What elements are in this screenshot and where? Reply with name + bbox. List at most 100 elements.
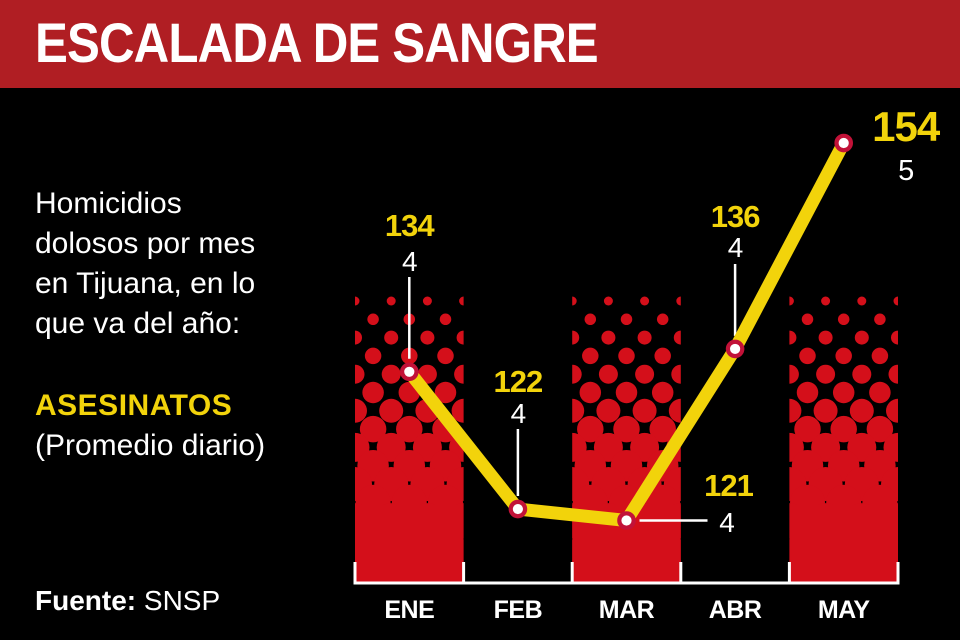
value-label-ENE: 134 (385, 208, 435, 243)
halftone-dot (635, 364, 655, 384)
halftone-dot (796, 381, 819, 404)
halftone-dot (871, 347, 889, 365)
bar-solid-base (789, 505, 898, 583)
value-label-MAY: 154 (872, 103, 941, 150)
halftone-dot (818, 330, 833, 345)
halftone-dot (813, 398, 838, 423)
intro-line-1: Homicidios (35, 187, 182, 220)
halftone-dot (816, 364, 836, 384)
halftone-dot (572, 330, 580, 345)
halftone-dot (671, 364, 681, 384)
header-banner: ESCALADA DE SANGRE (0, 0, 960, 88)
halftone-dot (613, 415, 640, 443)
halftone-dot (893, 296, 899, 306)
halftone-dot (601, 330, 616, 345)
halftone-dot (615, 381, 638, 404)
halftone-dot (603, 296, 613, 306)
halftone-dot (364, 347, 382, 365)
halftone-dot (454, 364, 464, 384)
halftone-dot (572, 364, 582, 384)
halftone-dot (577, 415, 604, 443)
halftone-dot (849, 398, 874, 423)
page-title: ESCALADA DE SANGRE (35, 11, 599, 74)
halftone-dot (854, 330, 869, 345)
avg-label-ENE: 4 (402, 246, 417, 277)
halftone-dot (437, 347, 454, 365)
asesinatos-block: ASESINATOS (Promedio diario) (35, 386, 265, 466)
halftone-dot (789, 398, 802, 423)
data-point-MAY (834, 133, 853, 153)
data-point-MAR (617, 511, 636, 530)
source-note: Fuente: SNSP (35, 583, 220, 619)
month-label-ABR: ABR (709, 596, 762, 624)
halftone-dot (888, 364, 899, 384)
halftone-dot (362, 381, 384, 404)
data-point-ENE (399, 362, 419, 382)
halftone-dot (794, 415, 821, 443)
halftone-dot (379, 398, 404, 423)
halftone-dot (459, 296, 464, 306)
data-point-FEB (508, 499, 528, 519)
halftone-dot (835, 347, 852, 365)
source-value: SNSP (143, 585, 221, 616)
halftone-dot (640, 296, 650, 306)
halftone-dot (355, 364, 365, 384)
halftone-dot (789, 364, 799, 384)
halftone-dot (367, 313, 379, 326)
halftone-dot (637, 330, 652, 345)
value-label-FEB: 122 (494, 364, 543, 399)
halftone-dot (579, 381, 602, 404)
halftone-dot (676, 296, 681, 306)
halftone-dot (789, 296, 794, 306)
halftone-dot (582, 347, 599, 365)
month-label-ENE: ENE (384, 596, 434, 624)
avg-label-ABR: 4 (728, 232, 743, 263)
halftone-dot (821, 296, 831, 306)
halftone-dot (596, 398, 621, 423)
halftone-dot (801, 313, 814, 326)
halftone-dot (355, 330, 362, 345)
halftone-dot (654, 347, 671, 365)
halftone-dot (598, 364, 618, 384)
intro-line-4: que va del año: (35, 307, 241, 340)
halftone-dot (451, 398, 464, 423)
halftone-dot (874, 313, 886, 326)
halftone-bar-ENE (355, 296, 464, 583)
halftone-dot (386, 296, 396, 306)
avg-label-FEB: 4 (511, 398, 526, 429)
halftone-dot (668, 398, 681, 423)
halftone-dot (649, 415, 676, 443)
halftone-dot (384, 330, 399, 345)
halftone-dot (420, 330, 435, 345)
bar-solid-base (355, 505, 464, 583)
halftone-dot (891, 330, 899, 345)
halftone-dot (456, 330, 464, 345)
halftone-dot (656, 313, 669, 326)
halftone-dot (618, 347, 635, 365)
halftone-dot (422, 296, 432, 306)
month-label-MAY: MAY (818, 596, 871, 624)
halftone-dot (799, 347, 816, 365)
data-point-ABR (725, 339, 745, 359)
halftone-dot (673, 330, 681, 345)
halftone-dot (359, 415, 387, 443)
halftone-dot (832, 381, 855, 404)
halftone-dot (830, 415, 857, 443)
month-label-MAR: MAR (599, 596, 655, 624)
asesinatos-label: ASESINATOS (35, 389, 233, 422)
halftone-dot (355, 398, 367, 423)
halftone-dot (434, 381, 457, 404)
halftone-dot (584, 313, 597, 326)
month-label-FEB: FEB (494, 596, 543, 624)
avg-label-MAR: 4 (719, 507, 734, 538)
halftone-bar-MAY (789, 296, 899, 583)
halftone-dot (869, 381, 891, 404)
halftone-dot (789, 330, 797, 345)
halftone-dot (651, 381, 674, 404)
halftone-dot (857, 296, 867, 306)
halftone-dot (396, 415, 423, 443)
halftone-dot (632, 398, 657, 423)
halftone-dot (886, 398, 899, 423)
